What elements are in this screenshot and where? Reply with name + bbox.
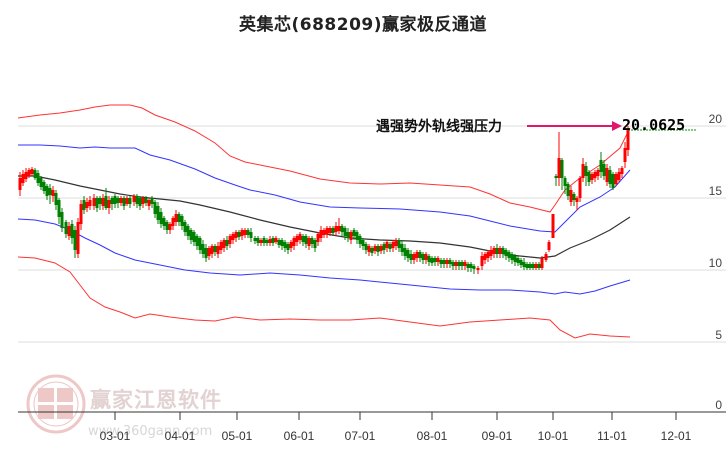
y-tick-5: 5 [715, 328, 722, 342]
x-tick-03-01: 03-01 [99, 429, 131, 443]
outer-upper-band [17, 104, 631, 213]
gridlines [18, 125, 726, 343]
y-tick-15: 15 [708, 184, 722, 198]
middle-line [18, 175, 631, 259]
annotation-label: 遇强势外轨线强压力 [376, 119, 502, 135]
watermark-brand: 赢家江恩软件 [90, 388, 222, 412]
y-tick-10: 10 [708, 256, 722, 270]
x-tick-06-01: 06-01 [283, 429, 315, 443]
y-tick-20: 20 [708, 112, 722, 126]
x-tick-04-01: 04-01 [164, 429, 196, 443]
candlesticks [18, 126, 630, 274]
annotation-arrow-icon [527, 121, 622, 131]
x-tick-07-01: 07-01 [344, 429, 376, 443]
x-tick-09-01: 09-01 [481, 429, 513, 443]
outer-lower-band [17, 256, 631, 339]
watermark-url: www.360gann.com [88, 424, 213, 439]
inner-lower-band [17, 218, 631, 295]
watermark-seal-icon [26, 374, 86, 434]
inner-upper-band [18, 144, 631, 233]
x-tick-10-01: 10-01 [537, 429, 569, 443]
chart-title: 英集芯(688209)赢家极反通道 [238, 15, 487, 35]
x-tick-08-01: 08-01 [416, 429, 448, 443]
y-tick-0: 0 [715, 398, 722, 412]
x-tick-11-01: 11-01 [597, 429, 627, 443]
annotation-value: 20.0625 [622, 116, 686, 134]
x-tick-05-01: 05-01 [221, 429, 253, 443]
x-axis [18, 411, 726, 420]
x-tick-12-01: 12-01 [660, 429, 692, 443]
